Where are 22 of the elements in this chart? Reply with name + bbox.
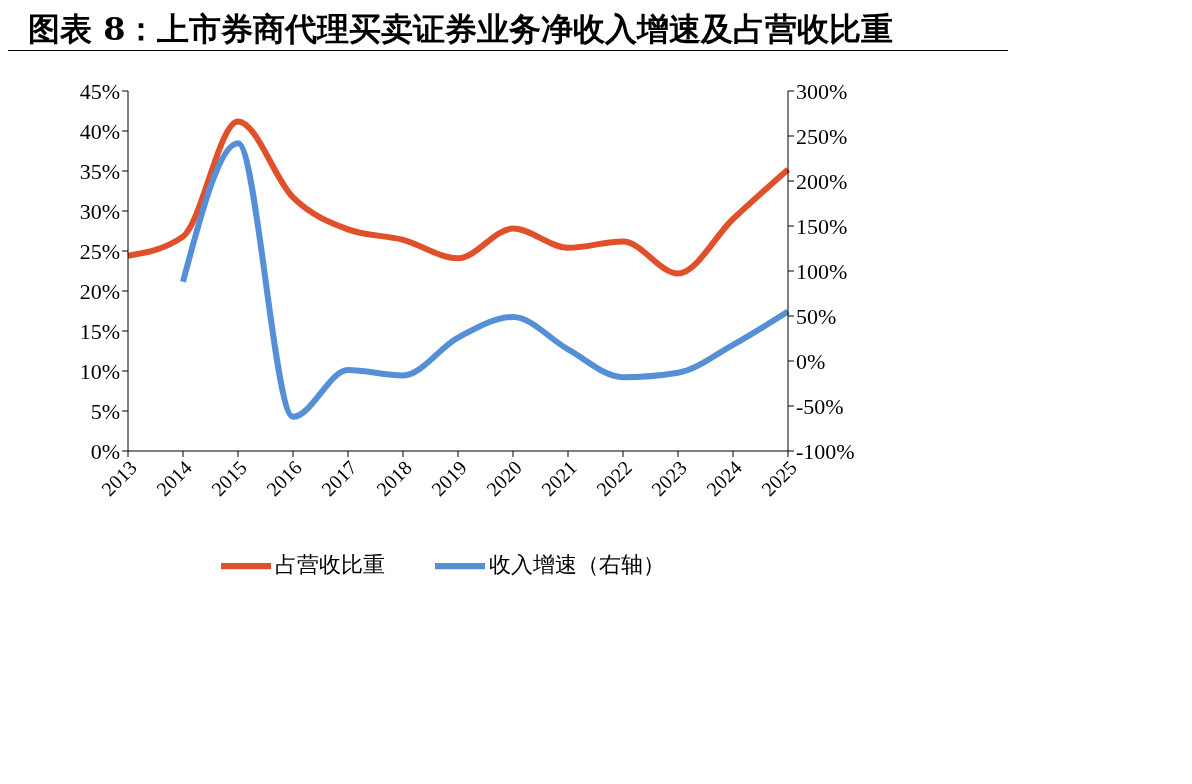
- y2-tick-label: 100%: [796, 258, 848, 284]
- y-tick-label: 5%: [90, 398, 120, 424]
- y2-tick-label: 50%: [796, 303, 837, 329]
- y2-tick-label: -100%: [796, 438, 855, 464]
- y2-tick-label: 150%: [796, 213, 848, 239]
- y2-tick-label: 0%: [796, 348, 826, 374]
- y-tick-label: 0%: [90, 438, 120, 464]
- chart-title: 图表 8：上市券商代理买卖证券业务净收入增速及占营收比重: [8, 8, 1008, 51]
- y-tick-label: 20%: [79, 278, 120, 304]
- y2-tick-label: -50%: [796, 393, 844, 419]
- y-tick-label: 10%: [79, 358, 120, 384]
- y-tick-label: 45%: [79, 78, 120, 104]
- y-tick-label: 35%: [79, 158, 120, 184]
- y-tick-label: 30%: [79, 198, 120, 224]
- y2-tick-label: 300%: [796, 78, 848, 104]
- legend-label: 收入增速（右轴）: [489, 552, 665, 577]
- y2-tick-label: 250%: [796, 123, 848, 149]
- y-tick-label: 40%: [79, 118, 120, 144]
- y-tick-label: 15%: [79, 318, 120, 344]
- y2-tick-label: 200%: [796, 168, 848, 194]
- legend-label: 占营收比重: [275, 552, 385, 577]
- y-tick-label: 25%: [79, 238, 120, 264]
